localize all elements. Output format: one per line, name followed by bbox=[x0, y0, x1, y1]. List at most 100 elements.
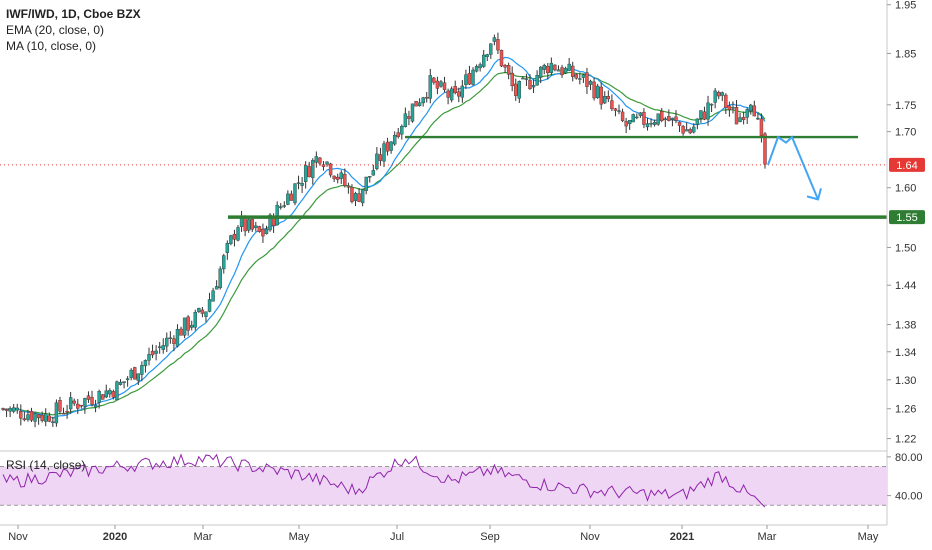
candle-body bbox=[275, 205, 279, 226]
candle-body bbox=[417, 102, 422, 106]
candle-body bbox=[620, 111, 625, 122]
candle-body bbox=[143, 360, 148, 367]
candle-body bbox=[364, 176, 368, 191]
candle-body bbox=[136, 373, 141, 381]
candle-body bbox=[175, 328, 180, 347]
candle-body bbox=[268, 214, 272, 231]
candle-body bbox=[22, 418, 27, 421]
candle-body bbox=[190, 324, 194, 328]
candle-body bbox=[104, 390, 108, 398]
candle-body bbox=[560, 67, 564, 76]
candle-body bbox=[264, 228, 269, 235]
candle-body bbox=[688, 129, 692, 134]
candle-body bbox=[432, 77, 436, 83]
candle-body bbox=[695, 118, 700, 125]
candle-body bbox=[392, 135, 397, 145]
candle-body bbox=[752, 105, 757, 117]
candle-body bbox=[346, 185, 351, 188]
rsi-tick-label: 80.00 bbox=[895, 452, 923, 464]
candle-body bbox=[528, 79, 532, 90]
candle-body bbox=[460, 85, 465, 98]
candle-body bbox=[350, 187, 354, 202]
candle-body bbox=[186, 316, 190, 331]
candle-body bbox=[11, 407, 16, 412]
price-axis[interactable]: 1.22 1.26 1.30 1.34 1.38 1.44 1.50 1.60 1.70 1.75… bbox=[886, 0, 925, 525]
candle-body bbox=[727, 105, 732, 110]
candle-body bbox=[343, 174, 347, 186]
time-tick-label: May bbox=[858, 531, 879, 543]
candle-body bbox=[442, 82, 447, 90]
price-tick-label: 1.85 bbox=[895, 48, 916, 60]
candle-body bbox=[40, 414, 44, 421]
candle-body bbox=[642, 111, 646, 125]
candle-body bbox=[90, 397, 94, 405]
candle-body bbox=[421, 97, 425, 104]
candle-body bbox=[378, 154, 383, 161]
candle-body bbox=[553, 64, 557, 71]
chart-legend: IWF/IWD, 1D, Cboe BZX EMA (20, close, 0)… bbox=[6, 6, 141, 54]
candle-body bbox=[435, 80, 440, 89]
candle-body bbox=[674, 116, 678, 121]
candle-body bbox=[101, 394, 105, 400]
time-tick-label: Nov bbox=[8, 531, 28, 543]
rsi-tick-label: 40.00 bbox=[895, 491, 923, 503]
candle-body bbox=[261, 228, 265, 237]
candle-body bbox=[182, 317, 187, 336]
candle-body bbox=[709, 103, 714, 106]
price-tick-label: 1.30 bbox=[895, 375, 916, 387]
time-tick-label: Mar bbox=[194, 531, 213, 543]
candle-body bbox=[108, 390, 112, 395]
candle-body bbox=[407, 116, 411, 119]
time-axis[interactable]: Nov 2020 Mar May Jul Sep Nov 2021 Mar May bbox=[0, 524, 887, 543]
candle-body bbox=[286, 193, 290, 205]
candle-body bbox=[425, 97, 429, 99]
candle-body bbox=[26, 414, 30, 420]
candle-body bbox=[745, 109, 749, 118]
candle-body bbox=[318, 157, 322, 164]
candle-body bbox=[652, 122, 657, 125]
candle-body bbox=[33, 413, 37, 422]
candle-body bbox=[496, 39, 500, 51]
candle-body bbox=[58, 400, 62, 412]
candle-body bbox=[15, 407, 19, 411]
candle-body bbox=[179, 328, 183, 336]
candle-body bbox=[670, 117, 675, 120]
candle-body bbox=[506, 65, 511, 75]
candle-body bbox=[165, 337, 169, 347]
legend-ma[interactable]: MA (10, close, 0) bbox=[6, 39, 97, 53]
candle-body bbox=[375, 153, 379, 169]
candle-body bbox=[211, 290, 215, 302]
candle-body bbox=[400, 126, 404, 135]
legend-symbol[interactable]: IWF/IWD, 1D, Cboe BZX bbox=[6, 7, 141, 21]
candle-body bbox=[645, 123, 650, 128]
candle-body bbox=[65, 411, 69, 413]
rsi-legend[interactable]: RSI (14, close) bbox=[6, 458, 86, 472]
candle-body bbox=[382, 143, 386, 162]
candle-body bbox=[157, 346, 162, 348]
price-tick-label: 1.75 bbox=[895, 100, 916, 112]
candle-body bbox=[464, 74, 468, 85]
candle-body bbox=[414, 101, 418, 107]
legend-ema[interactable]: EMA (20, close, 0) bbox=[6, 23, 105, 37]
candle-body bbox=[168, 337, 173, 339]
candle-body bbox=[410, 103, 415, 122]
price-tick-label: 1.50 bbox=[895, 242, 916, 254]
candle-body bbox=[325, 161, 329, 165]
candle-body bbox=[133, 367, 137, 380]
candle-body bbox=[140, 365, 144, 375]
candle-body bbox=[538, 66, 543, 78]
candle-body bbox=[492, 37, 497, 42]
candle-body bbox=[222, 255, 226, 270]
candle-body bbox=[72, 400, 76, 404]
candle-body bbox=[656, 113, 660, 125]
candle-body bbox=[724, 94, 728, 108]
candle-body bbox=[467, 73, 472, 85]
candle-body bbox=[510, 72, 514, 87]
candle-body bbox=[692, 126, 696, 133]
candle-body bbox=[93, 404, 98, 408]
price-tick-label: 1.95 bbox=[895, 0, 916, 12]
support-price-tag-label: 1.55 bbox=[896, 212, 917, 224]
candle-body bbox=[336, 176, 340, 180]
candle-body bbox=[51, 421, 55, 423]
